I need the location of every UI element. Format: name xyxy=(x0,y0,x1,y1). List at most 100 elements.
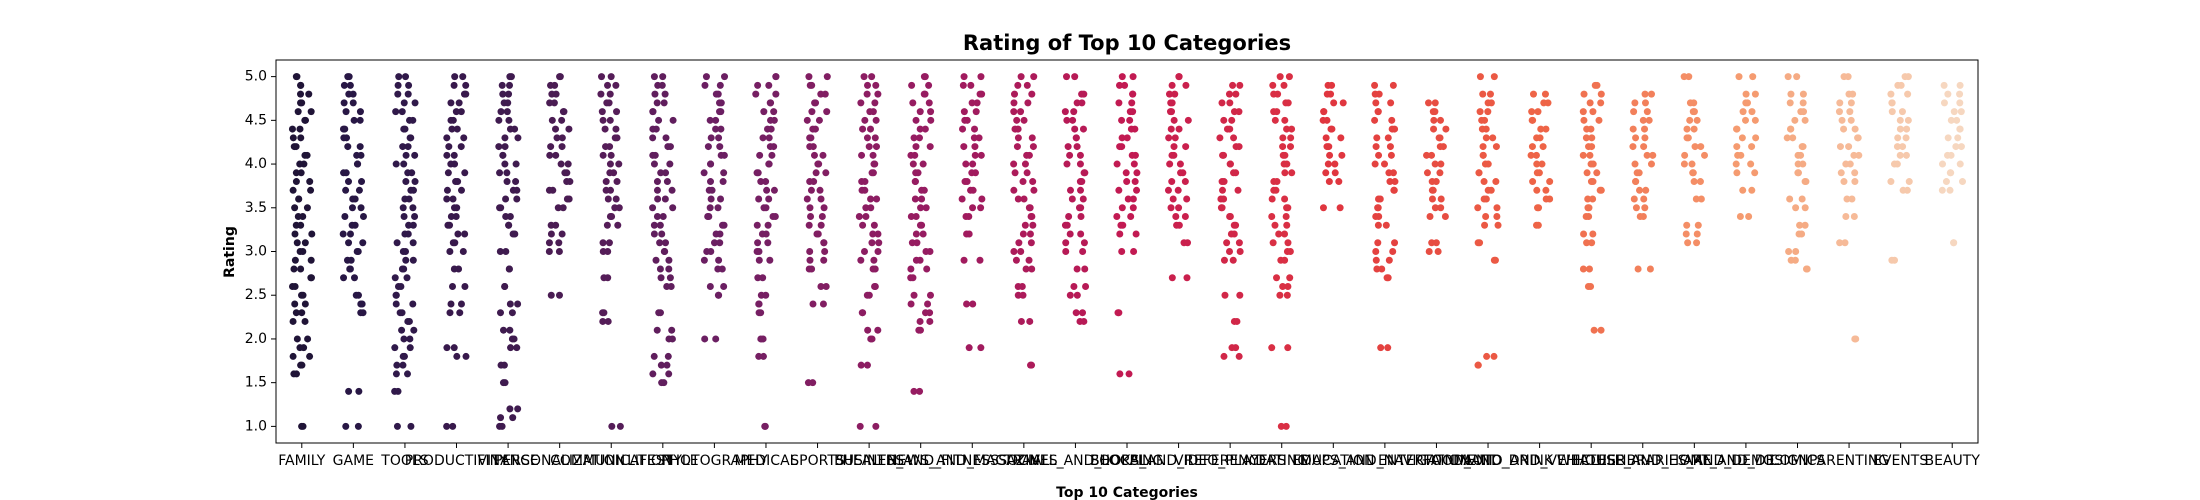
point xyxy=(508,309,516,317)
point xyxy=(547,291,555,299)
point xyxy=(916,125,924,133)
point xyxy=(298,291,306,299)
point xyxy=(963,116,971,124)
point xyxy=(1783,134,1791,142)
point xyxy=(1371,160,1379,168)
point xyxy=(1691,143,1699,151)
point xyxy=(400,125,408,133)
point xyxy=(447,213,455,221)
point xyxy=(870,256,878,264)
point xyxy=(715,256,723,264)
point xyxy=(1842,213,1850,221)
point xyxy=(917,204,925,212)
y-tick-label: 4.5 xyxy=(245,112,267,128)
point xyxy=(1437,116,1445,124)
point xyxy=(346,81,354,89)
point xyxy=(1593,169,1601,177)
point xyxy=(822,169,830,177)
point xyxy=(707,178,715,186)
point xyxy=(1684,239,1692,247)
point xyxy=(1014,134,1022,142)
point xyxy=(1117,221,1125,229)
point xyxy=(307,108,315,116)
point xyxy=(1441,213,1449,221)
point xyxy=(1023,169,1031,177)
point xyxy=(919,160,927,168)
point xyxy=(501,282,509,290)
point xyxy=(1322,134,1330,142)
point xyxy=(299,422,307,430)
point xyxy=(307,256,315,264)
point xyxy=(1474,361,1482,369)
point xyxy=(857,99,865,107)
point xyxy=(1181,213,1189,221)
point xyxy=(1851,335,1859,343)
point xyxy=(355,387,363,395)
point xyxy=(298,361,306,369)
point xyxy=(345,387,353,395)
point xyxy=(1129,195,1137,203)
point xyxy=(502,195,510,203)
point xyxy=(652,256,660,264)
point xyxy=(598,73,606,81)
point xyxy=(1114,309,1122,317)
point xyxy=(716,108,724,116)
point xyxy=(1903,125,1911,133)
point xyxy=(1275,230,1283,238)
point xyxy=(960,256,968,264)
point xyxy=(1171,90,1179,98)
point xyxy=(393,239,401,247)
point xyxy=(1732,160,1740,168)
point xyxy=(604,248,612,255)
point xyxy=(660,379,668,387)
point xyxy=(1542,125,1550,133)
point xyxy=(606,160,614,168)
point xyxy=(496,309,504,317)
point xyxy=(1689,169,1697,177)
point xyxy=(1956,90,1964,98)
point xyxy=(497,108,505,116)
point xyxy=(926,317,934,325)
point xyxy=(1182,143,1190,151)
point xyxy=(959,81,967,89)
point xyxy=(1733,143,1741,151)
point xyxy=(551,81,559,89)
point xyxy=(1792,204,1800,212)
point xyxy=(503,108,511,116)
point xyxy=(658,230,666,238)
x-tick-label: BUSINESS xyxy=(834,453,904,469)
point xyxy=(457,300,465,308)
point xyxy=(822,282,830,290)
point xyxy=(1330,99,1338,107)
point xyxy=(446,221,454,229)
point xyxy=(1437,204,1445,212)
point xyxy=(1583,169,1591,177)
point xyxy=(920,90,928,98)
point xyxy=(392,300,400,308)
point xyxy=(960,108,968,116)
point xyxy=(346,230,354,238)
point xyxy=(1887,90,1895,98)
point xyxy=(1230,134,1238,142)
point xyxy=(1647,160,1655,168)
point xyxy=(1219,186,1227,194)
point xyxy=(772,73,780,81)
point xyxy=(1952,143,1960,151)
point xyxy=(806,143,814,151)
point xyxy=(1130,160,1138,168)
point xyxy=(770,186,778,194)
point xyxy=(812,99,820,107)
point xyxy=(1010,108,1018,116)
point xyxy=(1079,248,1087,255)
point xyxy=(1680,160,1688,168)
point xyxy=(1690,108,1698,116)
point xyxy=(1597,326,1605,334)
point xyxy=(1277,422,1285,430)
point xyxy=(340,99,348,107)
point xyxy=(1887,178,1895,186)
point xyxy=(301,151,309,159)
point xyxy=(857,361,865,369)
point xyxy=(701,81,709,89)
point xyxy=(1288,125,1296,133)
point xyxy=(1480,195,1488,203)
